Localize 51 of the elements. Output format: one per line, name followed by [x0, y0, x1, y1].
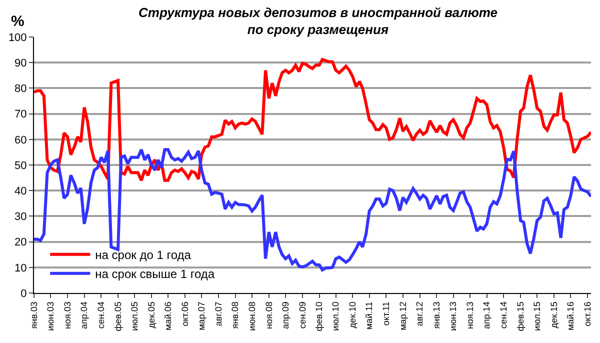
x-tick-label: сен.04: [96, 302, 106, 329]
y-tick-label: 50: [14, 160, 27, 172]
x-tick-label: мар.12: [398, 302, 408, 330]
x-tick-label: фев.10: [314, 302, 324, 332]
x-tick-label: сен.09: [297, 302, 308, 329]
x-tick-label: янв.03: [28, 302, 39, 329]
x-tick-label: авг.12: [414, 302, 425, 326]
x-tick-label: янв.13: [432, 302, 442, 329]
x-tick-label: май.06: [162, 302, 173, 330]
x-tick-label: авг.07: [213, 302, 224, 326]
x-tick-label: окт.11: [381, 302, 392, 326]
y-tick-label: 90: [14, 57, 27, 70]
x-tick-label: апр.04: [79, 302, 90, 330]
x-tick-label: июл.15: [532, 302, 542, 331]
x-tick-label: дек.10: [348, 302, 358, 328]
y-tick-label: 20: [14, 236, 27, 249]
x-tick-label: окт.06: [180, 302, 190, 326]
y-tick-label: 60: [14, 134, 27, 146]
x-tick-label: май.16: [566, 302, 576, 330]
x-tick-label: апр.09: [280, 302, 290, 330]
x-tick-label: мар.07: [196, 302, 206, 330]
y-tick-label: 0: [20, 288, 27, 300]
x-tick-label: июн.13: [448, 302, 458, 331]
y-tick-label: 10: [14, 262, 27, 274]
x-tick-label: окт.16: [582, 302, 593, 326]
y-tick-label: 100: [8, 32, 27, 44]
x-tick-label: ноя.03: [62, 302, 72, 329]
y-tick-label: 40: [14, 185, 27, 198]
y-axis-title: %: [11, 13, 24, 30]
line-series: [34, 58, 591, 182]
y-tick-label: 80: [14, 83, 27, 96]
x-tick-label: дек.15: [548, 302, 559, 328]
x-tick-label: май.11: [364, 302, 374, 330]
x-tick-label: ноя.08: [264, 302, 274, 329]
x-tick-label: янв.08: [230, 302, 240, 329]
chart-title: Структура новых депозитов в иностранной валюте по сроку размещения: [138, 5, 498, 38]
x-tick-label: июн.08: [246, 302, 257, 331]
x-tick-label: июл.05: [129, 302, 140, 331]
x-tick-label: фев.05: [112, 302, 123, 332]
x-tick-label: апр.14: [482, 302, 492, 330]
x-tick-label: июн.03: [46, 302, 56, 331]
x-tick-label: ноя.13: [465, 302, 476, 329]
y-tick-label: 70: [14, 108, 27, 121]
x-tick-label: дек.05: [146, 302, 156, 328]
x-tick-label: июл.10: [330, 302, 341, 331]
legend-label: на срок свыше 1 года: [95, 267, 215, 282]
x-tick-label: сен.14: [498, 302, 509, 329]
y-tick-label: 30: [14, 211, 27, 224]
legend-label: на срок до 1 года: [95, 248, 192, 262]
line-series: [34, 148, 591, 272]
x-tick-label: фев.15: [515, 302, 526, 332]
